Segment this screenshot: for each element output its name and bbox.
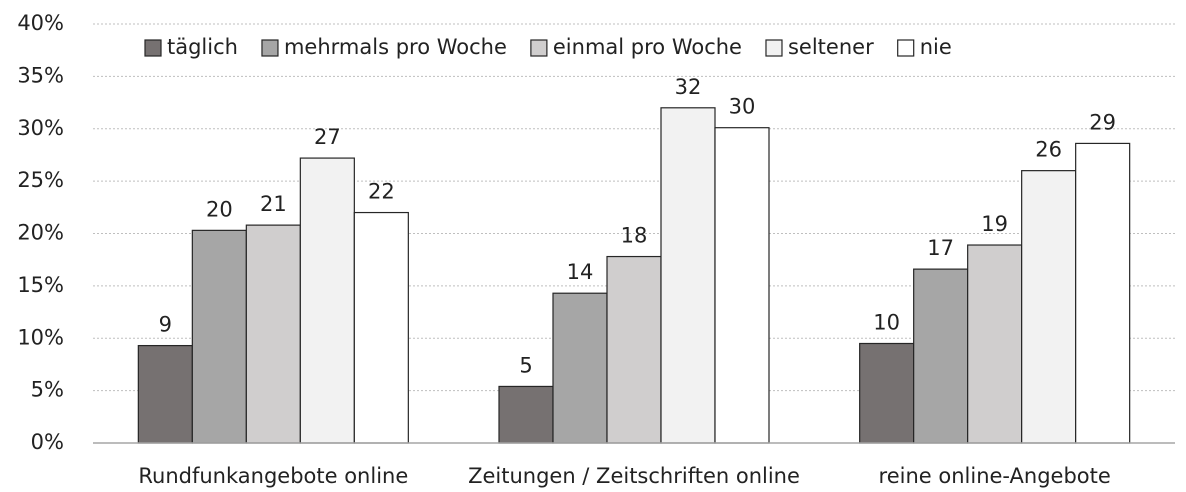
bar: [191, 229, 247, 444]
bar: [606, 255, 662, 444]
legend-label: täglich: [167, 35, 238, 59]
bar: [660, 107, 716, 444]
data-label: 27: [314, 125, 341, 149]
legend-label: seltener: [788, 35, 874, 59]
bar: [245, 224, 301, 444]
bar: [1021, 170, 1077, 444]
data-label: 29: [1089, 110, 1116, 134]
data-label: 22: [368, 180, 395, 204]
bar: [714, 127, 770, 444]
data-label: 26: [1035, 138, 1062, 162]
x-tick-label: Zeitungen / Zeitschriften online: [468, 464, 800, 488]
data-label: 10: [873, 310, 900, 334]
legend-label: mehrmals pro Woche: [284, 35, 507, 59]
y-tick-label: 5%: [31, 378, 64, 402]
legend-swatch: [897, 39, 915, 57]
data-label: 14: [567, 260, 594, 284]
legend-swatch: [144, 39, 162, 57]
y-tick-label: 0%: [31, 430, 64, 454]
data-label: 30: [729, 95, 756, 119]
data-label: 32: [675, 75, 702, 99]
legend-swatch: [261, 39, 279, 57]
x-tick-label: reine online-Angebote: [879, 464, 1111, 488]
bar: [353, 211, 409, 444]
bar: [498, 385, 554, 444]
bar: [137, 344, 193, 444]
bar: [967, 244, 1023, 444]
y-tick-label: 10%: [17, 325, 64, 349]
bar: [299, 157, 355, 444]
legend-swatch: [765, 39, 783, 57]
x-tick-label: Rundfunkangebote online: [138, 464, 408, 488]
data-label: 19: [981, 212, 1008, 236]
y-tick-label: 20%: [17, 221, 64, 245]
data-label: 18: [621, 224, 648, 248]
data-label: 21: [260, 192, 287, 216]
y-tick-label: 30%: [17, 116, 64, 140]
bar: [913, 268, 969, 444]
y-tick-label: 40%: [17, 11, 64, 35]
legend-label: einmal pro Woche: [553, 35, 742, 59]
data-label: 9: [159, 313, 172, 337]
data-label: 17: [927, 236, 954, 260]
bar: [552, 292, 608, 444]
y-tick-label: 25%: [17, 168, 64, 192]
bar: [1075, 142, 1131, 444]
data-label: 5: [519, 353, 532, 377]
y-tick-label: 35%: [17, 63, 64, 87]
legend-label: nie: [920, 35, 952, 59]
legend-swatch: [530, 39, 548, 57]
bar: [859, 342, 915, 444]
data-label: 20: [206, 197, 233, 221]
y-tick-label: 15%: [17, 273, 64, 297]
